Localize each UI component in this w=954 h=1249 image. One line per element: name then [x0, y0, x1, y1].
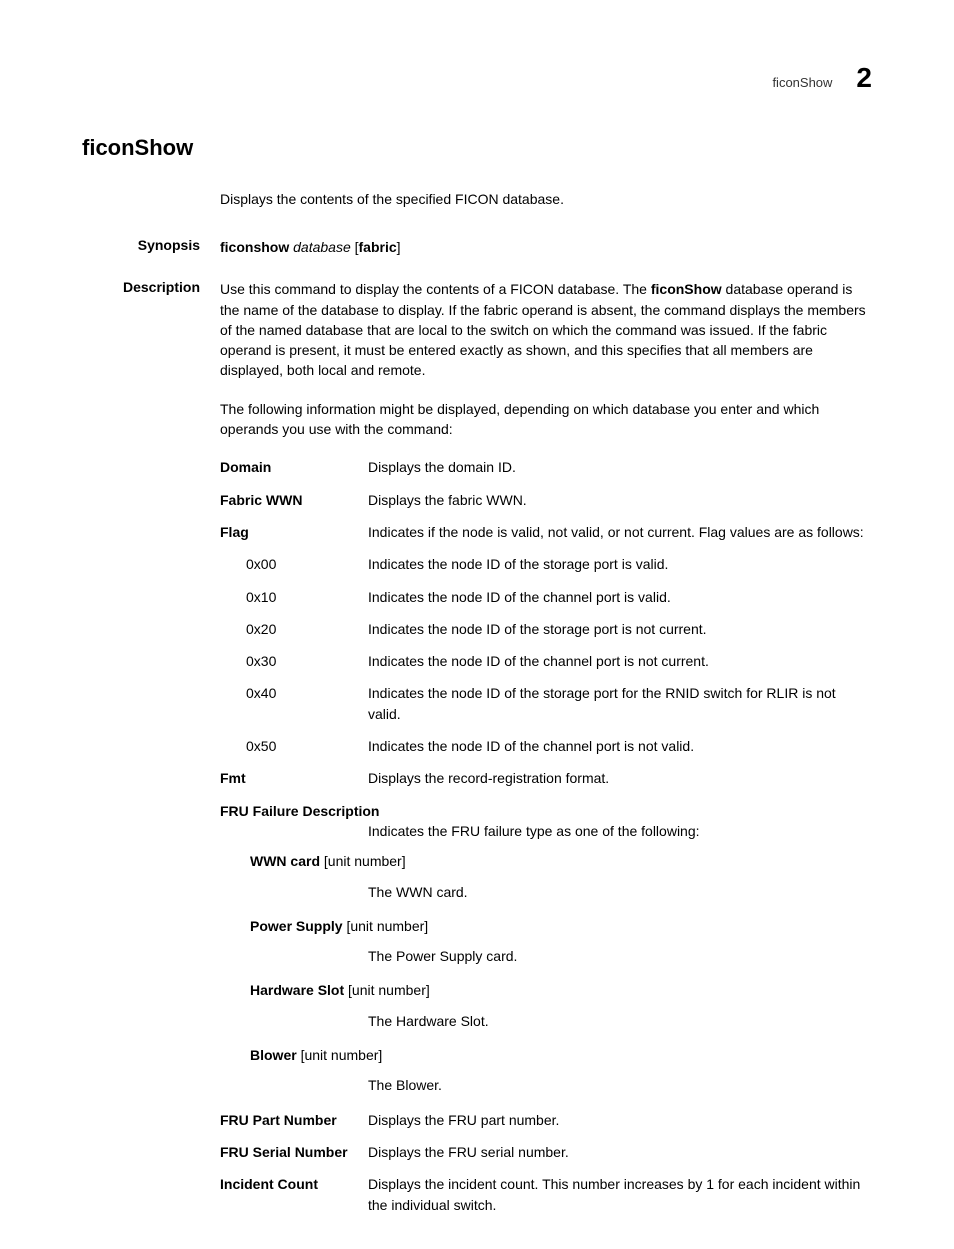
def-fru-part-number: FRU Part Number Displays the FRU part nu…: [220, 1110, 872, 1130]
def-flag: Flag Indicates if the node is valid, not…: [220, 522, 872, 542]
desc-wwn-card: The WWN card.: [368, 882, 872, 902]
term-fru-failure: FRU Failure Description: [220, 801, 872, 821]
desc-fru-part-number: Displays the FRU part number.: [368, 1110, 872, 1130]
term-fabric-wwn: Fabric WWN: [220, 490, 368, 510]
def-fru-serial-number: FRU Serial Number Displays the FRU seria…: [220, 1142, 872, 1162]
def-flag-0x40: 0x40 Indicates the node ID of the storag…: [220, 683, 872, 724]
term-flag: Flag: [220, 522, 368, 542]
term-power-supply: Power Supply [unit number]: [220, 916, 428, 936]
term-domain-text: Domain: [220, 459, 271, 475]
term-incident-count: Incident Count: [220, 1174, 368, 1215]
fru-type-blower: Blower [unit number] The Blower.: [220, 1045, 872, 1096]
term-0x10: 0x10: [220, 587, 368, 607]
term-fru-serial-number: FRU Serial Number: [220, 1142, 368, 1162]
page-header: ficonShow 2: [772, 62, 872, 94]
term-fabric-wwn-text: Fabric WWN: [220, 492, 302, 508]
synopsis-command: ficonshow: [220, 239, 289, 255]
desc-flag: Indicates if the node is valid, not vali…: [368, 522, 872, 542]
def-fru-failure: FRU Failure Description Indicates the FR…: [220, 801, 872, 842]
term-blower: Blower [unit number]: [220, 1045, 382, 1065]
fru-blower-term-row: Blower [unit number]: [220, 1045, 872, 1065]
desc-0x00: Indicates the node ID of the storage por…: [368, 554, 872, 574]
term-0x00: 0x00: [220, 554, 368, 574]
description-para-2: The following information might be displ…: [220, 399, 872, 440]
term-hardware-slot: Hardware Slot [unit number]: [220, 980, 430, 1000]
term-hardware-slot-bold: Hardware Slot: [250, 982, 344, 998]
description-para-1: Use this command to display the contents…: [220, 279, 872, 380]
desc-0x40: Indicates the node ID of the storage por…: [368, 683, 872, 724]
description-p1a: Use this command to display the contents…: [220, 281, 651, 297]
def-fmt: Fmt Displays the record-registration for…: [220, 768, 872, 788]
desc-blower: The Blower.: [368, 1075, 872, 1095]
description-body: Use this command to display the contents…: [220, 279, 872, 1227]
desc-hardware-slot: The Hardware Slot.: [368, 1011, 872, 1031]
desc-fmt: Displays the record-registration format.: [368, 768, 872, 788]
term-fru-failure-text: FRU Failure Description: [220, 803, 379, 819]
term-wwn-card: WWN card [unit number]: [220, 851, 406, 871]
desc-fabric-wwn: Displays the fabric WWN.: [368, 490, 872, 510]
term-fru-part-number-text: FRU Part Number: [220, 1112, 337, 1128]
term-0x20: 0x20: [220, 619, 368, 639]
def-flag-0x20: 0x20 Indicates the node ID of the storag…: [220, 619, 872, 639]
desc-domain: Displays the domain ID.: [368, 457, 872, 477]
def-flag-0x30: 0x30 Indicates the node ID of the channe…: [220, 651, 872, 671]
header-command-name: ficonShow: [772, 75, 832, 90]
header-chapter-number: 2: [856, 62, 872, 94]
def-fabric-wwn: Fabric WWN Displays the fabric WWN.: [220, 490, 872, 510]
desc-power-supply: The Power Supply card.: [368, 946, 872, 966]
term-0x30: 0x30: [220, 651, 368, 671]
def-flag-0x50: 0x50 Indicates the node ID of the channe…: [220, 736, 872, 756]
description-label: Description: [82, 279, 220, 1227]
term-0x40: 0x40: [220, 683, 368, 724]
description-section: Description Use this command to display …: [82, 279, 872, 1227]
desc-0x30: Indicates the node ID of the channel por…: [368, 651, 872, 671]
synopsis-section: Synopsis ficonshow database [fabric]: [82, 237, 872, 257]
desc-incident-count: Displays the incident count. This number…: [368, 1174, 872, 1215]
fru-type-wwn: WWN card [unit number] The WWN card.: [220, 851, 872, 902]
synopsis-bracket-close: ]: [397, 239, 401, 255]
term-hardware-slot-plain: [unit number]: [344, 982, 430, 998]
synopsis-arg-database: database: [293, 239, 351, 255]
synopsis-arg-fabric: fabric: [359, 239, 397, 255]
term-wwn-card-bold: WWN card: [250, 853, 320, 869]
command-summary: Displays the contents of the specified F…: [220, 191, 872, 207]
term-fmt-text: Fmt: [220, 770, 246, 786]
page-content: ficonShow Displays the contents of the s…: [82, 135, 872, 1249]
def-flag-0x00: 0x00 Indicates the node ID of the storag…: [220, 554, 872, 574]
fru-type-hardware-slot: Hardware Slot [unit number] The Hardware…: [220, 980, 872, 1031]
synopsis-label: Synopsis: [82, 237, 220, 257]
term-fru-serial-number-text: FRU Serial Number: [220, 1144, 348, 1160]
fru-type-power-supply: Power Supply [unit number] The Power Sup…: [220, 916, 872, 967]
synopsis-body: ficonshow database [fabric]: [220, 237, 872, 257]
term-fru-part-number: FRU Part Number: [220, 1110, 368, 1130]
term-0x50: 0x50: [220, 736, 368, 756]
term-power-supply-bold: Power Supply: [250, 918, 343, 934]
def-flag-0x10: 0x10 Indicates the node ID of the channe…: [220, 587, 872, 607]
term-fmt: Fmt: [220, 768, 368, 788]
fru-ps-term-row: Power Supply [unit number]: [220, 916, 872, 936]
def-incident-count: Incident Count Displays the incident cou…: [220, 1174, 872, 1215]
description-p1b: ficonShow: [651, 281, 722, 297]
fru-wwn-term-row: WWN card [unit number]: [220, 851, 872, 871]
command-title: ficonShow: [82, 135, 872, 161]
def-domain: Domain Displays the domain ID.: [220, 457, 872, 477]
desc-fru-failure: Indicates the FRU failure type as one of…: [368, 821, 872, 841]
term-flag-text: Flag: [220, 524, 249, 540]
term-blower-plain: [unit number]: [297, 1047, 383, 1063]
desc-0x20: Indicates the node ID of the storage por…: [368, 619, 872, 639]
term-domain: Domain: [220, 457, 368, 477]
term-wwn-card-plain: [unit number]: [320, 853, 406, 869]
desc-0x10: Indicates the node ID of the channel por…: [368, 587, 872, 607]
desc-fru-serial-number: Displays the FRU serial number.: [368, 1142, 872, 1162]
term-power-supply-plain: [unit number]: [343, 918, 429, 934]
term-incident-count-text: Incident Count: [220, 1176, 318, 1192]
term-blower-bold: Blower: [250, 1047, 297, 1063]
fru-hw-term-row: Hardware Slot [unit number]: [220, 980, 872, 1000]
desc-0x50: Indicates the node ID of the channel por…: [368, 736, 872, 756]
